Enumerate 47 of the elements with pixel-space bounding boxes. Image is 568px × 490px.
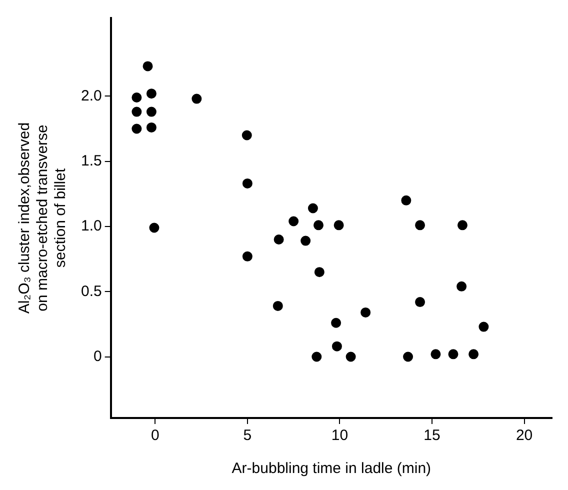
- point: [401, 195, 412, 206]
- point: [314, 220, 324, 230]
- point: [242, 178, 252, 188]
- point: [457, 220, 468, 230]
- point: [468, 349, 479, 360]
- point: [132, 92, 142, 102]
- point: [146, 122, 156, 132]
- y-tick-label: 1.0: [80, 218, 102, 235]
- y-tick-label: 0: [94, 348, 102, 365]
- point: [332, 341, 342, 352]
- y-tick-label: 0.5: [80, 282, 102, 300]
- point: [192, 94, 202, 104]
- x-tick-label: 0: [150, 427, 160, 444]
- x-tick-label: 5: [243, 427, 252, 444]
- point: [478, 322, 489, 332]
- point: [448, 349, 458, 360]
- point: [334, 220, 344, 230]
- y-tick-label: 1.5: [80, 152, 102, 170]
- point: [132, 124, 142, 134]
- x-tick-label: 10: [331, 427, 348, 444]
- point: [300, 236, 311, 246]
- point: [242, 130, 252, 140]
- y-axis-title: Al₂O₃ cluster index,observed on macro-etched transverse section of billet: [16, 122, 70, 314]
- point: [142, 61, 153, 72]
- point: [146, 88, 156, 99]
- point: [314, 267, 324, 278]
- point: [346, 352, 356, 362]
- y-tick-label: 2.0: [80, 87, 102, 104]
- point: [312, 352, 322, 362]
- x-tick-label: 20: [516, 427, 533, 444]
- point: [274, 234, 284, 244]
- x-axis-title: Ar-bubbling time in ladle (min): [232, 460, 432, 478]
- point: [360, 307, 371, 318]
- point: [288, 216, 299, 226]
- point: [242, 251, 252, 262]
- point: [415, 297, 426, 308]
- point: [456, 281, 467, 292]
- point: [430, 349, 441, 360]
- x-tick-label: 15: [424, 427, 440, 444]
- point: [415, 220, 426, 230]
- point: [146, 106, 156, 117]
- point: [308, 203, 318, 214]
- point: [331, 318, 342, 328]
- point: [272, 300, 283, 311]
- point: [132, 106, 142, 117]
- point: [403, 352, 414, 362]
- point: [149, 222, 160, 233]
